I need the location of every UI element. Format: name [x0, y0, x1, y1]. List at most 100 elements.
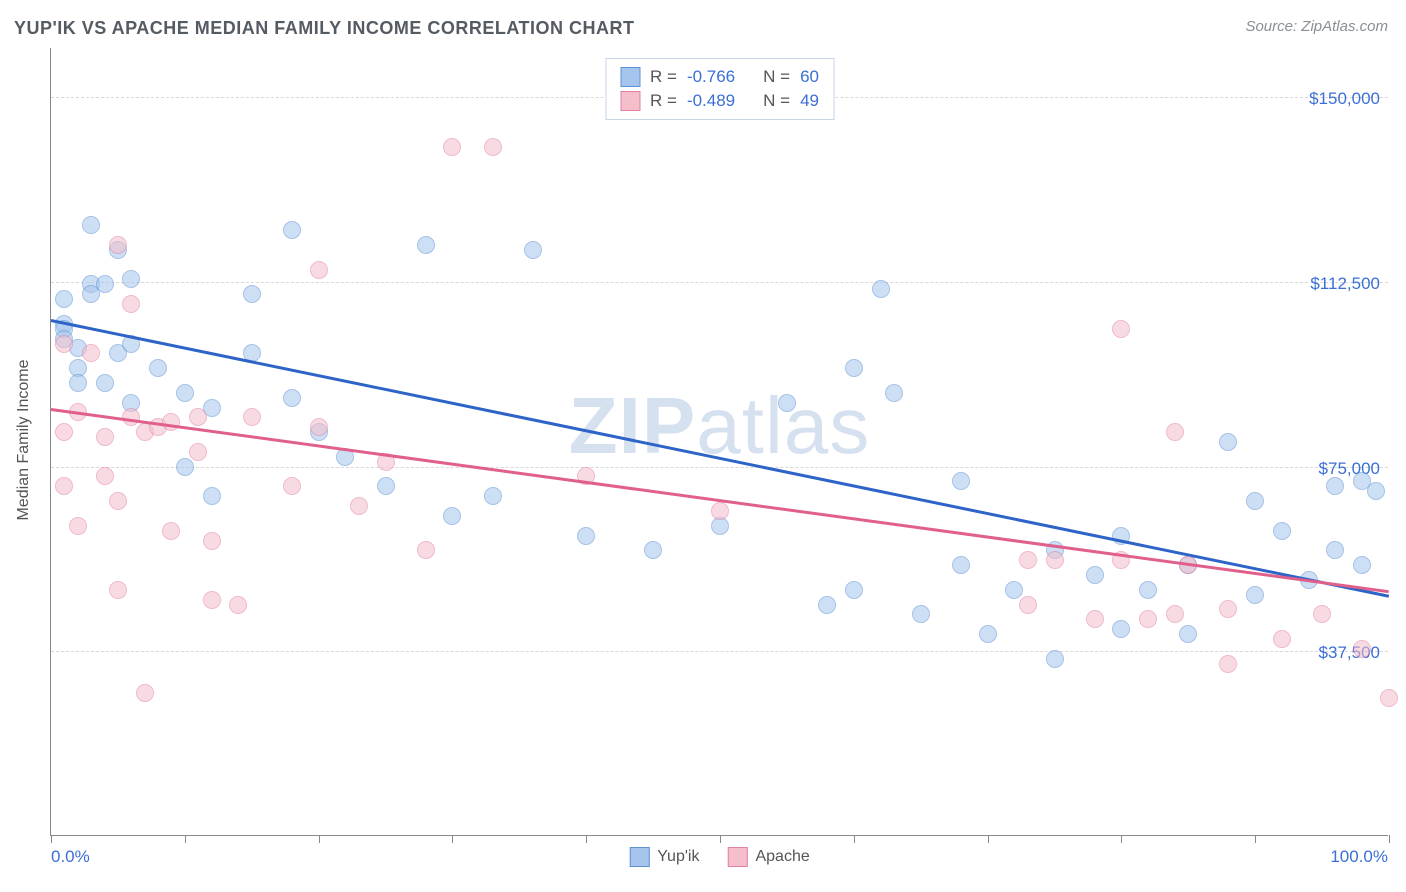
data-point	[1139, 610, 1157, 628]
gridline	[51, 282, 1388, 283]
data-point	[203, 591, 221, 609]
data-point	[243, 408, 261, 426]
legend-swatch	[727, 847, 747, 867]
x-tick	[319, 835, 320, 843]
data-point	[96, 275, 114, 293]
data-point	[1112, 320, 1130, 338]
data-point	[1326, 541, 1344, 559]
y-tick-label: $75,000	[1319, 459, 1380, 479]
data-point	[283, 221, 301, 239]
data-point	[1273, 630, 1291, 648]
data-point	[122, 270, 140, 288]
data-point	[1353, 640, 1371, 658]
data-point	[310, 261, 328, 279]
data-point	[912, 605, 930, 623]
data-point	[1046, 551, 1064, 569]
y-tick-label: $112,500	[1310, 274, 1380, 294]
data-point	[845, 581, 863, 599]
data-point	[1313, 605, 1331, 623]
y-tick-label: $150,000	[1309, 89, 1380, 109]
data-point	[484, 138, 502, 156]
x-tick	[1255, 835, 1256, 843]
data-point	[1246, 492, 1264, 510]
data-point	[1086, 566, 1104, 584]
data-point	[1353, 556, 1371, 574]
data-point	[1166, 605, 1184, 623]
legend-swatch	[629, 847, 649, 867]
legend-swatch	[620, 91, 640, 111]
data-point	[96, 467, 114, 485]
n-value: 60	[800, 67, 819, 87]
data-point	[1219, 433, 1237, 451]
data-point	[952, 472, 970, 490]
plot-area: ZIPatlas R =-0.766N =60R =-0.489N =49 0.…	[50, 48, 1388, 836]
data-point	[1273, 522, 1291, 540]
legend-swatch	[620, 67, 640, 87]
data-point	[845, 359, 863, 377]
data-point	[96, 428, 114, 446]
data-point	[577, 527, 595, 545]
data-point	[162, 413, 180, 431]
data-point	[872, 280, 890, 298]
correlation-chart: YUP'IK VS APACHE MEDIAN FAMILY INCOME CO…	[0, 0, 1406, 892]
data-point	[109, 492, 127, 510]
y-axis-title: Median Family Income	[15, 360, 33, 521]
data-point	[176, 384, 194, 402]
data-point	[1219, 655, 1237, 673]
n-label: N =	[763, 67, 790, 87]
data-point	[443, 138, 461, 156]
data-point	[122, 295, 140, 313]
series-legend-item: Apache	[727, 847, 809, 867]
correlation-legend: R =-0.766N =60R =-0.489N =49	[605, 58, 834, 120]
data-point	[417, 541, 435, 559]
n-label: N =	[763, 91, 790, 111]
data-point	[1326, 477, 1344, 495]
data-point	[644, 541, 662, 559]
data-point	[885, 384, 903, 402]
x-tick	[720, 835, 721, 843]
x-tick	[185, 835, 186, 843]
data-point	[189, 408, 207, 426]
x-tick	[854, 835, 855, 843]
data-point	[1219, 600, 1237, 618]
data-point	[484, 487, 502, 505]
data-point	[55, 335, 73, 353]
data-point	[69, 517, 87, 535]
data-point	[952, 556, 970, 574]
x-axis-min-label: 0.0%	[51, 847, 90, 867]
x-tick	[452, 835, 453, 843]
r-label: R =	[650, 91, 677, 111]
data-point	[310, 418, 328, 436]
x-tick	[586, 835, 587, 843]
x-tick	[1121, 835, 1122, 843]
data-point	[189, 443, 207, 461]
data-point	[203, 487, 221, 505]
x-tick	[51, 835, 52, 843]
data-point	[350, 497, 368, 515]
data-point	[778, 394, 796, 412]
data-point	[443, 507, 461, 525]
data-point	[149, 359, 167, 377]
source-attribution: Source: ZipAtlas.com	[1245, 18, 1388, 35]
data-point	[1179, 625, 1197, 643]
data-point	[55, 423, 73, 441]
data-point	[109, 581, 127, 599]
data-point	[1046, 650, 1064, 668]
data-point	[1019, 551, 1037, 569]
x-tick	[1389, 835, 1390, 843]
series-name: Apache	[755, 848, 809, 866]
data-point	[69, 374, 87, 392]
r-value: -0.489	[687, 91, 735, 111]
data-point	[1139, 581, 1157, 599]
correlation-legend-row: R =-0.766N =60	[620, 65, 819, 89]
watermark-zip: ZIP	[569, 381, 696, 470]
data-point	[524, 241, 542, 259]
data-point	[818, 596, 836, 614]
data-point	[82, 344, 100, 362]
data-point	[377, 477, 395, 495]
data-point	[1112, 620, 1130, 638]
n-value: 49	[800, 91, 819, 111]
data-point	[55, 290, 73, 308]
data-point	[162, 522, 180, 540]
data-point	[229, 596, 247, 614]
